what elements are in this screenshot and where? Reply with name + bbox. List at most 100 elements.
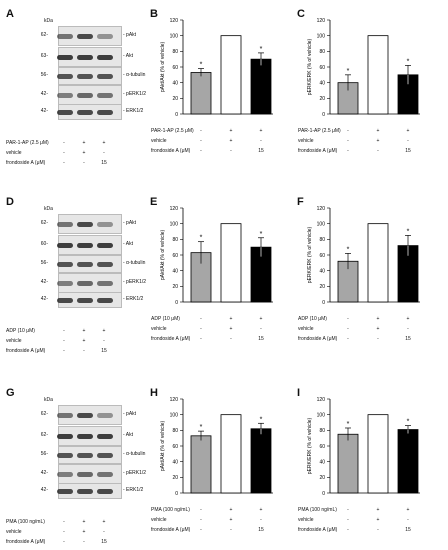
western-blot-band xyxy=(57,109,73,115)
western-blot-band xyxy=(57,73,73,79)
molecular-weight-marker: 63- xyxy=(40,53,48,59)
blot-panel-label: D xyxy=(6,196,14,208)
y-tick-label: 120 xyxy=(170,18,179,24)
bar xyxy=(190,435,212,494)
blot-condition-label: PAR-1-AP (2.5 μM) xyxy=(6,140,49,146)
y-tick-label: 120 xyxy=(317,397,326,403)
band-name-label: - ERK1/2 xyxy=(123,487,144,493)
blot-condition-value: + xyxy=(102,328,106,334)
western-blot-band xyxy=(77,73,93,79)
chart-condition-value: - xyxy=(347,507,349,513)
western-blot-band xyxy=(57,221,73,227)
chart-condition-value: - xyxy=(200,527,202,533)
y-tick-label: 40 xyxy=(319,459,325,465)
western-blot-band xyxy=(97,488,113,494)
blot-condition-value: - xyxy=(103,338,105,344)
y-tick-label: 100 xyxy=(317,412,326,418)
y-tick-label: 60 xyxy=(319,65,325,71)
y-tick-label: 20 xyxy=(319,284,325,290)
blot-condition-label: PMA (100 ng/mL) xyxy=(6,519,45,525)
chart-condition-value: 15 xyxy=(258,527,264,533)
western-blot-band xyxy=(57,488,73,494)
y-tick-label: 100 xyxy=(317,33,326,39)
bar-chart: 0 20 40 60 80 100 120 pAkt/Akt (% of vehicle) * * xyxy=(160,397,273,497)
chart-condition-label: frondoside A (μM) xyxy=(151,148,191,154)
blot-condition-value: - xyxy=(63,529,65,535)
molecular-weight-marker: 42- xyxy=(40,296,48,302)
chart-condition-value: 15 xyxy=(405,527,411,533)
bar xyxy=(220,223,242,303)
significance-asterisk: * xyxy=(200,235,203,242)
y-tick-label: 20 xyxy=(319,96,325,102)
western-blot-band xyxy=(97,471,113,477)
blot-condition-label: vehicle xyxy=(6,529,22,535)
chart-panel-label: F xyxy=(297,196,304,208)
chart-condition-value: - xyxy=(200,336,202,342)
band-name-label: - pERK1/2 xyxy=(123,279,147,285)
chart-condition-value: + xyxy=(406,128,410,134)
blot-condition-value: - xyxy=(63,160,65,166)
y-tick-label: 40 xyxy=(172,459,178,465)
western-blot-band xyxy=(97,33,113,39)
y-tick-label: 20 xyxy=(172,284,178,290)
western-blot-band xyxy=(57,242,73,248)
chart-condition-value: + xyxy=(229,138,233,144)
chart-condition-label: PMA (100 ng/mL) xyxy=(151,507,190,513)
blot-condition-label: frondoside A (μM) xyxy=(6,348,46,354)
significance-asterisk: * xyxy=(200,62,203,69)
kda-label: kDa xyxy=(44,206,53,212)
band-name-label: - Akt xyxy=(123,432,134,438)
blot-condition-value: - xyxy=(83,348,85,354)
y-axis-label: pERK/ERK (% of vehicle) xyxy=(307,226,313,283)
blot-condition-value: - xyxy=(63,150,65,156)
y-tick-label: 60 xyxy=(172,253,178,259)
y-tick-label: 20 xyxy=(172,96,178,102)
western-blot-band xyxy=(97,54,113,60)
y-tick-label: 40 xyxy=(319,268,325,274)
chart-condition-value: - xyxy=(407,326,409,332)
western-blot-band xyxy=(77,261,93,267)
molecular-weight-marker: 42- xyxy=(40,108,48,114)
blot-strip xyxy=(57,292,122,308)
y-tick-label: 80 xyxy=(319,49,325,55)
blot-condition-value: + xyxy=(82,328,86,334)
y-tick-label: 0 xyxy=(322,491,325,497)
western-blot-band xyxy=(57,297,73,303)
significance-asterisk: * xyxy=(347,246,350,253)
chart-condition-value: 15 xyxy=(405,148,411,154)
western-blot-band xyxy=(57,452,73,458)
western-blot-band xyxy=(97,452,113,458)
western-blot-band xyxy=(97,412,113,418)
chart-condition-value: + xyxy=(376,316,380,322)
blot-condition-value: 15 xyxy=(101,539,107,545)
chart-condition-value: - xyxy=(200,128,202,134)
chart-condition-label: PAR-1-AP (2.5 μM) xyxy=(151,128,194,134)
blot-strip xyxy=(57,104,122,120)
bar xyxy=(397,429,419,494)
molecular-weight-marker: 62- xyxy=(40,32,48,38)
chart-condition-label: vehicle xyxy=(298,326,314,332)
bar xyxy=(250,58,272,115)
chart-condition-value: - xyxy=(200,326,202,332)
blot-strip xyxy=(57,67,122,85)
western-blot-band xyxy=(77,109,93,115)
chart-condition-value: - xyxy=(230,336,232,342)
kda-label: kDa xyxy=(44,18,53,24)
bar-chart: 0 20 40 60 80 100 120 pERK/ERK (% of vehicle) * * xyxy=(307,206,420,306)
y-tick-label: 80 xyxy=(172,237,178,243)
western-blot-band xyxy=(57,92,73,98)
y-tick-label: 60 xyxy=(319,253,325,259)
y-tick-label: 80 xyxy=(319,237,325,243)
bar xyxy=(250,428,272,494)
y-tick-label: 0 xyxy=(175,491,178,497)
chart-panel-label: E xyxy=(150,196,158,208)
blot-strip xyxy=(57,405,122,425)
y-tick-label: 100 xyxy=(170,33,179,39)
blot-condition-label: frondoside A (μM) xyxy=(6,160,46,166)
molecular-weight-marker: 42- xyxy=(40,91,48,97)
blot-strip xyxy=(57,85,122,105)
western-blot-band xyxy=(77,297,93,303)
y-tick-label: 100 xyxy=(170,412,179,418)
chart-condition-value: - xyxy=(200,148,202,154)
chart-condition-value: + xyxy=(259,316,263,322)
